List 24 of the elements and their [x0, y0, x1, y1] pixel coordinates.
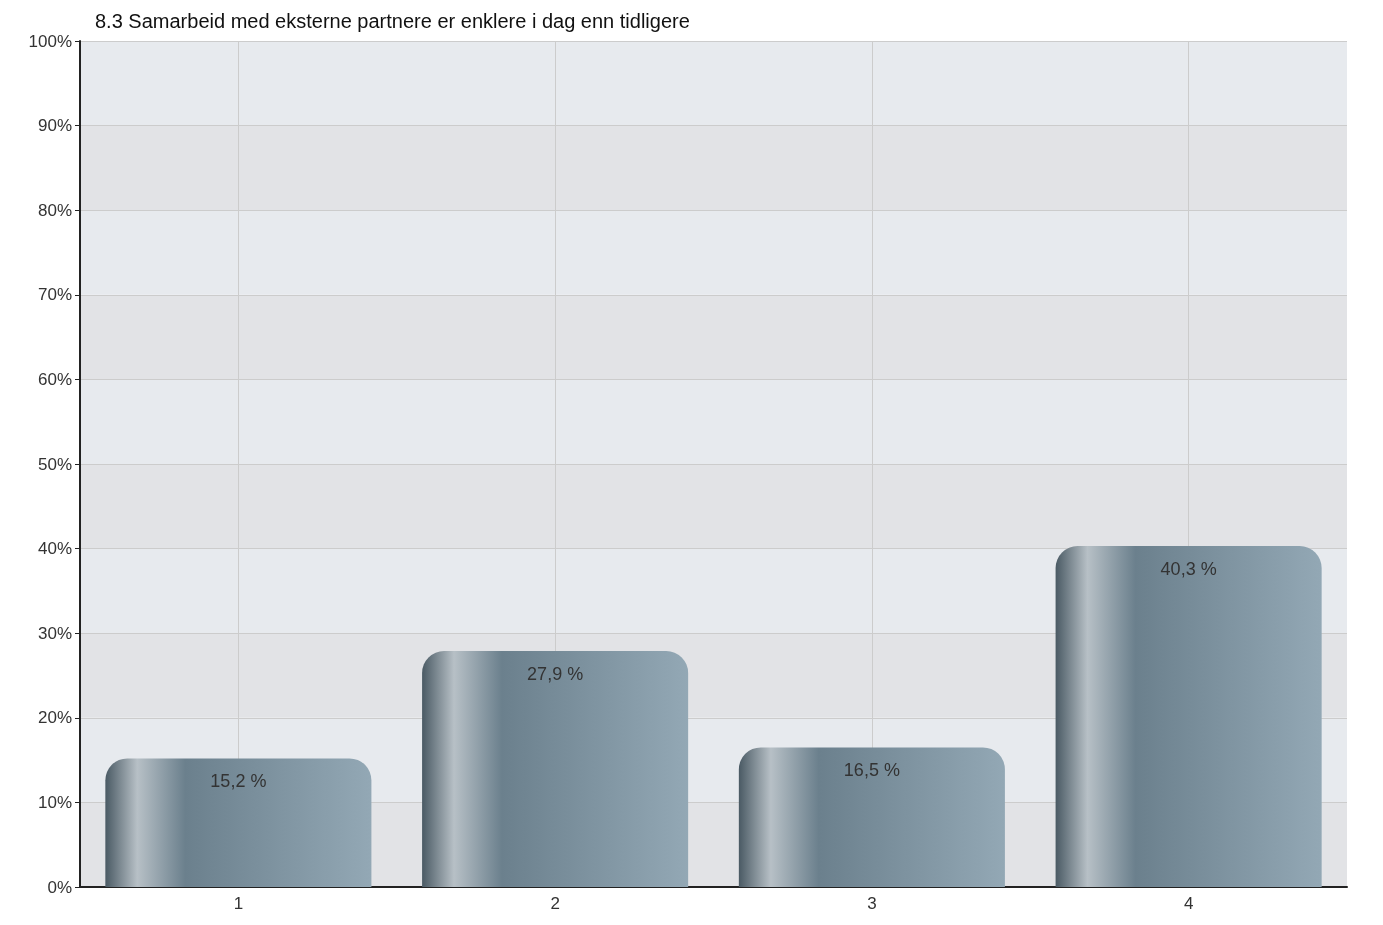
- y-tick-label: 100%: [28, 31, 72, 51]
- y-tick-label: 80%: [37, 200, 72, 220]
- x-tick-label: 4: [1183, 894, 1194, 913]
- y-tick-label: 40%: [37, 539, 72, 559]
- y-tick-label: 20%: [37, 708, 72, 728]
- x-tick-label: 2: [550, 894, 560, 913]
- data-label: 40,3 %: [1160, 559, 1217, 580]
- data-label: 27,9 %: [527, 663, 584, 684]
- bar: [738, 747, 1005, 887]
- bar: [422, 650, 689, 887]
- bar: [105, 758, 372, 887]
- bar: [1055, 546, 1322, 887]
- y-tick-label: 0%: [47, 877, 72, 897]
- y-tick-label: 60%: [37, 369, 72, 389]
- x-tick-label: 3: [867, 894, 877, 913]
- y-tick-label: 10%: [37, 792, 72, 812]
- y-tick-label: 30%: [37, 623, 72, 643]
- y-tick-label: 90%: [37, 116, 72, 136]
- x-tick-label: 1: [233, 894, 244, 913]
- y-tick-label: 70%: [37, 285, 72, 305]
- y-tick-label: 50%: [37, 454, 72, 474]
- chart-title: 8.3 Samarbeid med eksterne partnere er enklere i dag enn tidligere: [95, 10, 690, 32]
- data-label: 15,2 %: [210, 771, 267, 792]
- data-label: 16,5 %: [843, 760, 900, 781]
